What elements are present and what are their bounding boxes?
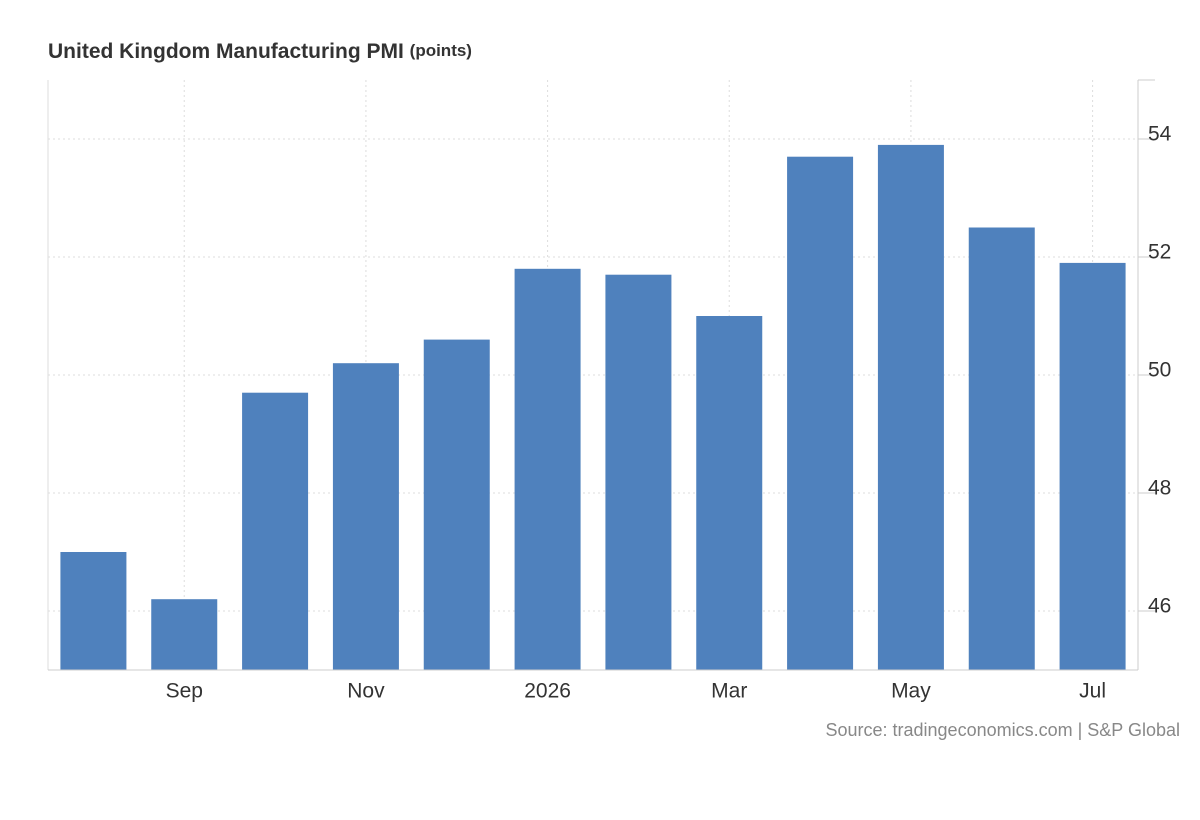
bar	[242, 392, 309, 670]
chart-title: United Kingdom Manufacturing PMI (points…	[48, 40, 472, 63]
x-tick-label: Nov	[347, 680, 385, 703]
bar	[60, 552, 127, 670]
y-tick-label: 52	[1148, 241, 1171, 264]
bar	[968, 227, 1035, 670]
x-tick-label: Sep	[166, 680, 203, 703]
bar	[332, 363, 399, 670]
source: Source: tradingeconomics.com | S&P Globa…	[825, 720, 1180, 740]
bar	[877, 144, 944, 670]
bar	[605, 274, 672, 670]
y-tick-label: 54	[1148, 123, 1172, 146]
bar	[423, 339, 490, 670]
title-text: United Kingdom Manufacturing PMI	[48, 40, 404, 63]
bar	[787, 156, 854, 670]
units: (points)	[410, 41, 472, 60]
bar	[514, 268, 581, 670]
x-tick-label: Mar	[711, 680, 747, 703]
bar	[151, 599, 218, 670]
bar	[1059, 262, 1126, 670]
x-tick-label: 2026	[524, 680, 571, 703]
y-tick-label: 50	[1148, 359, 1171, 382]
x-tick-label: May	[891, 680, 931, 703]
x-tick-label: Jul	[1079, 680, 1106, 703]
y-tick-label: 46	[1148, 595, 1171, 618]
y-tick-label: 48	[1148, 477, 1171, 500]
bar	[696, 316, 763, 670]
